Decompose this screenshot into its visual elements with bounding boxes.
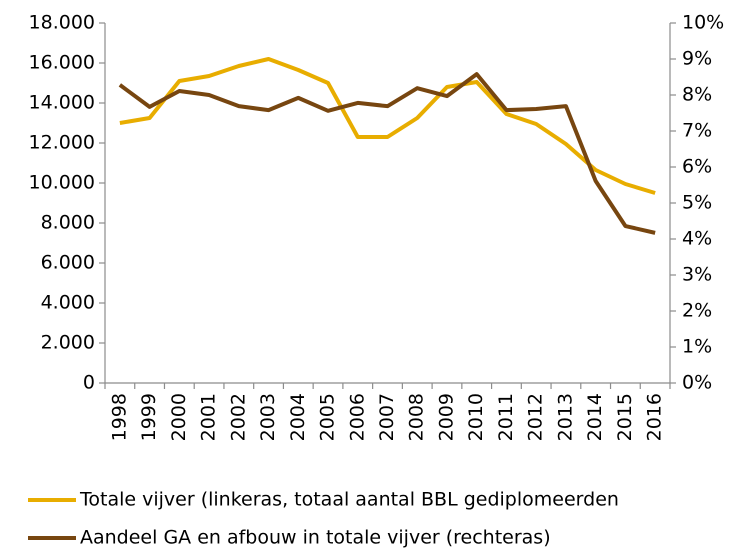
x-tick-label: 2009: [435, 393, 457, 441]
legend-label: Totale vijver (linkeras, totaal aantal B…: [79, 489, 619, 511]
y2-tick-label: 0%: [682, 372, 712, 394]
y-tick-label: 12.000: [29, 132, 95, 154]
y2-tick-label: 4%: [682, 228, 712, 250]
y-tick-label: 8.000: [41, 212, 95, 234]
y2-tick-label: 1%: [682, 336, 712, 358]
y2-tick-label: 2%: [682, 300, 712, 322]
x-tick-label: 2006: [346, 393, 368, 441]
legend-label: Aandeel GA en afbouw in totale vijver (r…: [80, 527, 551, 549]
x-tick-label: 2004: [287, 393, 309, 441]
x-tick-label: 2005: [317, 393, 339, 441]
y-tick-label: 14.000: [29, 92, 95, 114]
y-tick-label: 18.000: [29, 12, 95, 34]
y-tick-label: 2.000: [41, 332, 95, 354]
x-tick-label: 2002: [227, 393, 249, 441]
y-tick-label: 10.000: [29, 172, 95, 194]
x-tick-label: 2010: [465, 393, 487, 441]
x-tick-label: 2016: [644, 393, 666, 441]
x-tick-label: 2000: [168, 393, 190, 441]
y2-tick-label: 6%: [682, 156, 712, 178]
x-tick-label: 2003: [257, 393, 279, 441]
series-line: [118, 72, 656, 235]
y-tick-label: 0: [83, 372, 95, 394]
y2-tick-label: 3%: [682, 264, 712, 286]
y-tick-label: 16.000: [29, 52, 95, 74]
x-tick-label: 1999: [138, 393, 160, 441]
y2-tick-label: 8%: [682, 84, 712, 106]
x-tick-label: 2007: [376, 393, 398, 441]
y2-tick-label: 10%: [682, 12, 724, 34]
x-tick-label: 2001: [198, 393, 220, 441]
series-line: [119, 57, 656, 195]
x-tick-label: 2012: [525, 393, 547, 441]
x-tick-label: 2015: [614, 393, 636, 441]
y2-tick-label: 9%: [682, 48, 712, 70]
y-tick-label: 4.000: [41, 292, 95, 314]
y2-tick-label: 5%: [682, 192, 712, 214]
y2-tick-label: 7%: [682, 120, 712, 142]
x-tick-label: 2011: [495, 393, 517, 441]
x-tick-label: 2008: [406, 393, 428, 441]
x-tick-label: 2013: [554, 393, 576, 441]
y-tick-label: 6.000: [41, 252, 95, 274]
x-tick-label: 2014: [584, 393, 606, 441]
x-tick-label: 1998: [108, 393, 130, 441]
